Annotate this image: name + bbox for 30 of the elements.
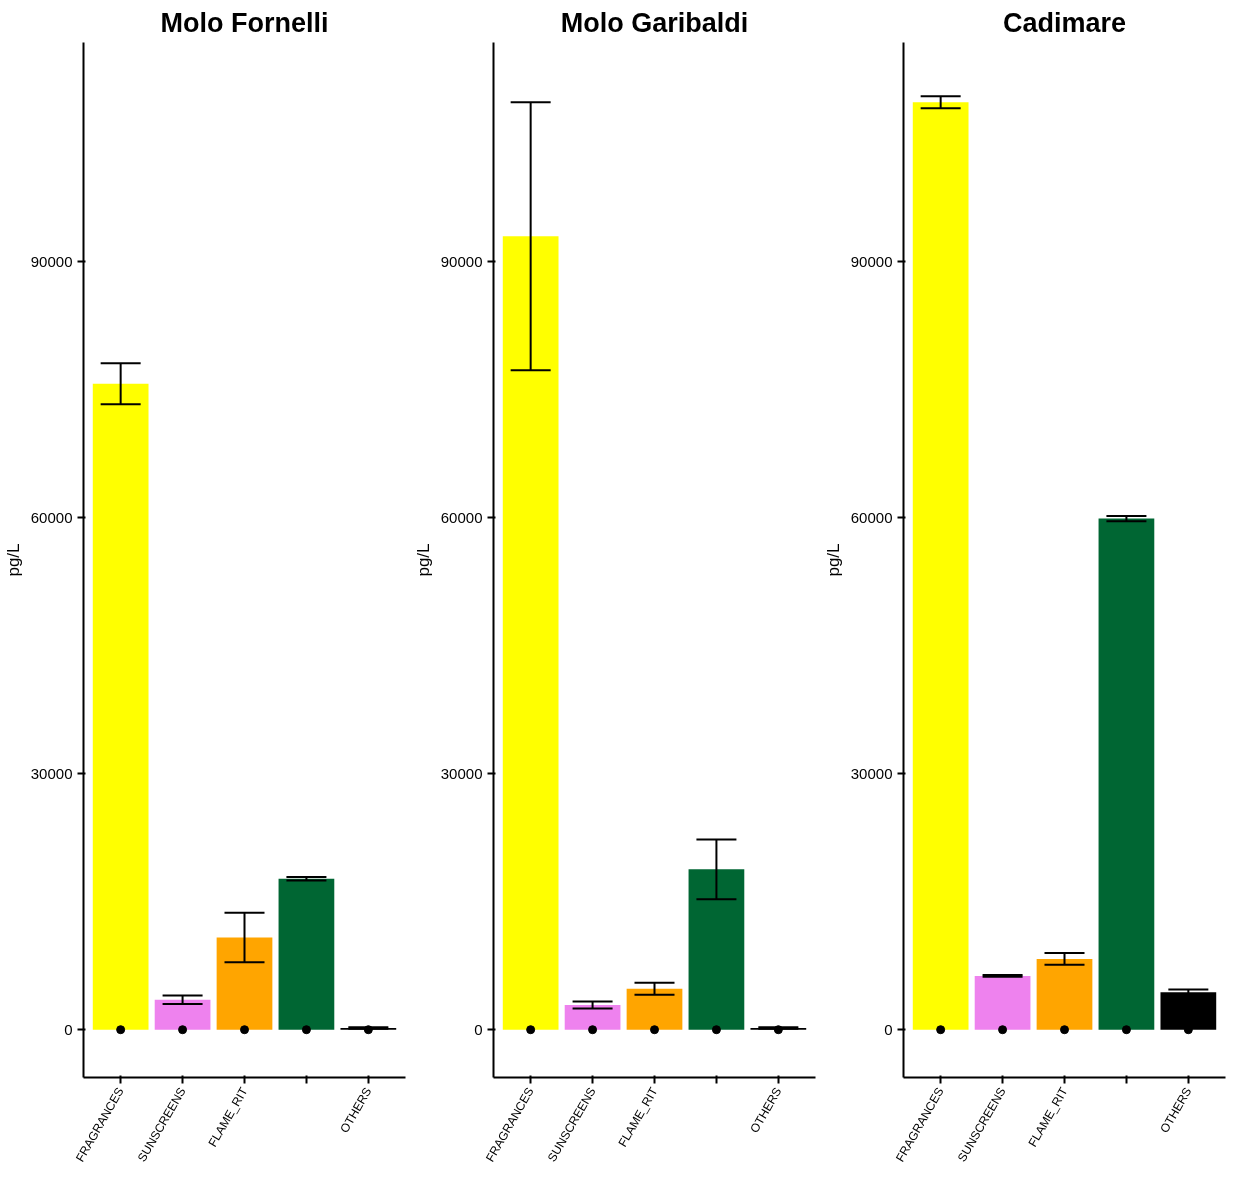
chart-title: Cadimare	[1002, 7, 1127, 38]
y-tick-label: 0	[64, 1020, 73, 1038]
bar	[1098, 518, 1155, 1030]
y-tick-label: 60000	[850, 508, 893, 526]
y-axis-title: pg/L	[823, 543, 843, 577]
bar	[216, 937, 273, 1030]
bar	[502, 236, 559, 1030]
bar	[912, 102, 969, 1030]
y-tick-label: 30000	[30, 764, 73, 782]
y-axis-title: pg/L	[3, 543, 23, 577]
bar	[154, 999, 211, 1030]
bar	[688, 869, 745, 1030]
bar	[278, 878, 335, 1030]
y-tick-label: 30000	[850, 764, 893, 782]
chart-title: Molo Fornelli	[160, 7, 329, 38]
y-tick-label: 60000	[30, 508, 73, 526]
y-tick-label: 90000	[850, 252, 893, 270]
bar	[92, 383, 149, 1030]
y-tick-label: 0	[474, 1020, 483, 1038]
y-tick-label: 0	[884, 1020, 893, 1038]
y-axis-title: pg/L	[413, 543, 433, 577]
bar	[974, 975, 1031, 1030]
bar	[626, 988, 683, 1030]
y-tick-label: 60000	[440, 508, 483, 526]
chart-title: Molo Garibaldi	[560, 7, 749, 38]
bar	[564, 1004, 621, 1030]
y-tick-label: 90000	[30, 252, 73, 270]
y-tick-label: 30000	[440, 764, 483, 782]
y-tick-label: 90000	[440, 252, 483, 270]
bar	[1036, 958, 1093, 1030]
